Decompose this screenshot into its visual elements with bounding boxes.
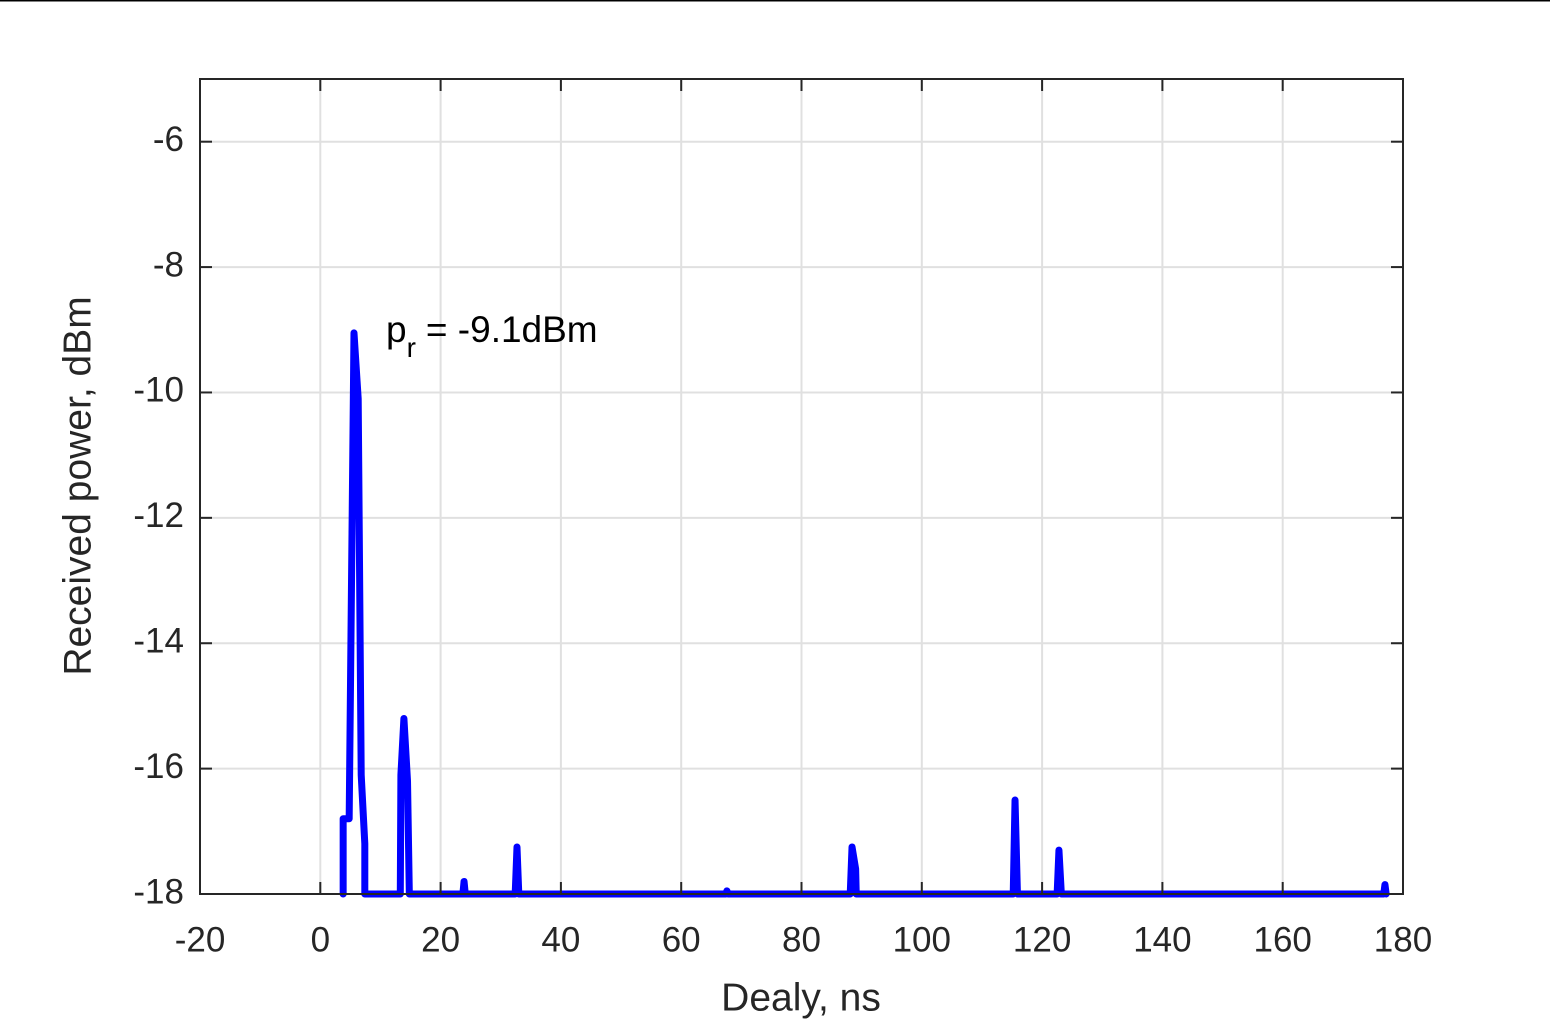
y-axis-label: Received power, dBm (56, 296, 99, 675)
y-tick-label: -6 (153, 120, 184, 159)
x-tick-label: 40 (541, 920, 580, 959)
y-tick-label: -10 (133, 371, 184, 410)
annotation-base: p (386, 309, 407, 350)
x-tick-label: 20 (421, 920, 460, 959)
y-tick-label: -14 (133, 621, 184, 660)
y-tick-label: -8 (153, 245, 184, 284)
annotation-subscript: r (407, 332, 416, 363)
x-tick-label: 100 (893, 920, 951, 959)
annotation: pr = -9.1dBm (386, 309, 598, 364)
x-tick-label: 120 (1013, 920, 1071, 959)
x-tick-label: 140 (1133, 920, 1191, 959)
x-axis-label: Dealy, ns (721, 976, 881, 1019)
x-tick-label: 60 (662, 920, 701, 959)
x-tick-label: 180 (1374, 920, 1432, 959)
y-tick-label: -16 (133, 747, 184, 786)
x-tick-label: 160 (1253, 920, 1311, 959)
annotation-text: = -9.1dBm (426, 309, 598, 350)
y-tick-label: -12 (133, 496, 184, 535)
x-tick-label: -20 (175, 920, 226, 959)
x-tick-label: 80 (782, 920, 821, 959)
y-tick-label: -18 (133, 872, 184, 911)
x-tick-label: 0 (311, 920, 330, 959)
